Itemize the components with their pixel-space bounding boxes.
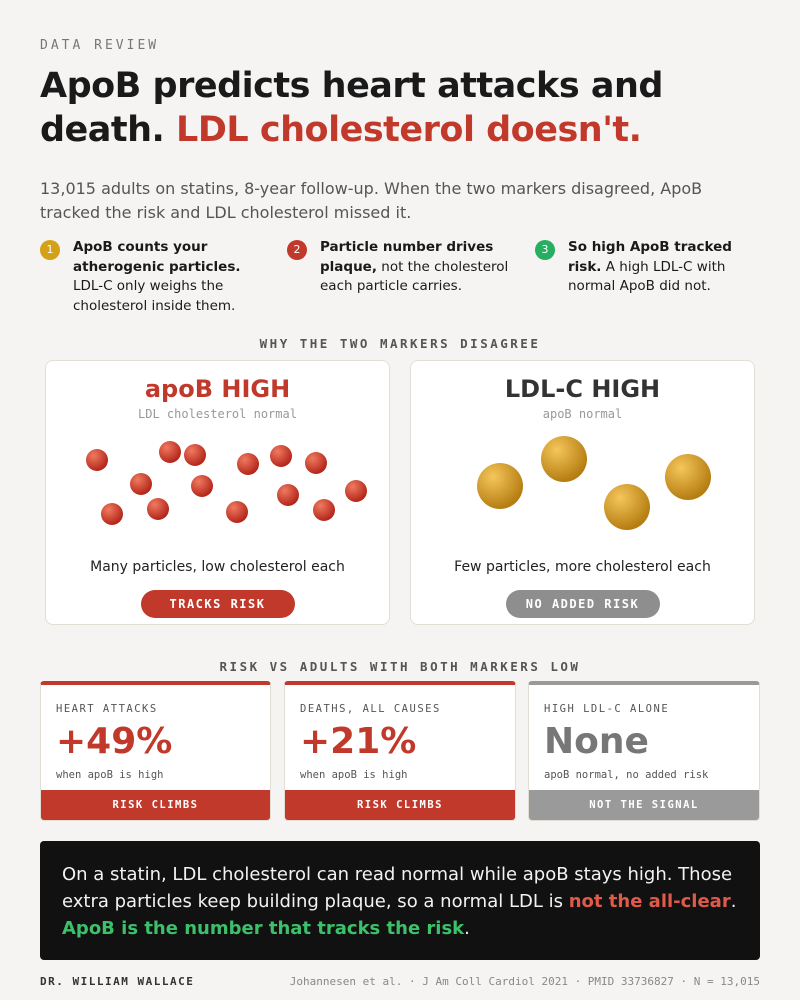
card-label: HEART ATTACKS	[56, 703, 158, 715]
card-note: apoB normal, no added risk	[544, 769, 709, 781]
card-value: +21%	[300, 721, 417, 762]
point-bold: ApoB counts your atherogenic particles.	[73, 239, 241, 275]
point-bold: So high ApoB tracked risk.	[568, 239, 732, 275]
callout-key: ApoB is the number that tracks the risk	[62, 918, 465, 939]
risk-card: HIGH LDL-C ALONE None apoB normal, no ad…	[528, 681, 760, 821]
callout: On a statin, LDL cholesterol can read no…	[40, 841, 760, 960]
panel-title: LDL-C HIGH	[504, 375, 661, 403]
point-text: not the cholesterol each particle carrie…	[320, 258, 509, 295]
card-footer: RISK CLIMBS	[285, 790, 515, 820]
kicker: DATA REVIEW	[40, 38, 160, 53]
card-value: None	[544, 721, 649, 762]
point: 1 ApoB counts your atherogenic particles.…	[40, 238, 265, 316]
card-note: when apoB is high	[300, 769, 408, 781]
point-bold: Particle number drives plaque,	[320, 239, 494, 275]
panel-subtitle: LDL cholesterol normal	[138, 407, 297, 421]
card-label: DEATHS, ALL CAUSES	[300, 703, 441, 715]
title-highlight: LDL cholesterol doesn't.	[176, 110, 642, 150]
section-heading: WHY THE TWO MARKERS DISAGREE	[259, 336, 541, 351]
point-number: 2	[287, 240, 307, 260]
point-number: 1	[40, 240, 60, 260]
panel-subtitle: apoB normal	[542, 407, 623, 421]
card-label: HIGH LDL-C ALONE	[544, 703, 670, 715]
card-footer: RISK CLIMBS	[41, 790, 270, 820]
title: ApoB predicts heart attacks and death. L…	[40, 64, 760, 152]
panel-caption: Few particles, more cholesterol each	[454, 559, 711, 575]
point: 2 Particle number drives plaque, not the …	[287, 238, 512, 297]
section-heading: RISK VS ADULTS WITH BOTH MARKERS LOW	[219, 659, 581, 674]
point-text: A high LDL-C with normal ApoB did not.	[568, 258, 726, 295]
risk-card: DEATHS, ALL CAUSES +21% when apoB is hig…	[284, 681, 516, 821]
panel-title: apoB HIGH	[144, 375, 291, 403]
callout-text: .	[464, 918, 470, 939]
title-main: ApoB predicts heart attacks and death.	[40, 66, 663, 150]
author: DR. WILLIAM WALLACE	[40, 975, 195, 988]
badge: TRACKS RISK	[140, 590, 295, 618]
point-text: LDL-C only weighs the cholesterol inside…	[73, 278, 236, 314]
panel: LDL-C HIGH apoB normal Few particles, mo…	[410, 360, 755, 625]
card-footer: NOT THE SIGNAL	[529, 790, 759, 820]
subtitle: 13,015 adults on statins, 8-year follow-…	[40, 179, 703, 222]
risk-card: HEART ATTACKS +49% when apoB is high RIS…	[40, 681, 271, 821]
point: 3 So high ApoB tracked risk. A high LDL-C…	[535, 238, 760, 297]
card-value: +49%	[56, 721, 173, 762]
citation: Johannesen et al. · J Am Coll Cardiol 20…	[289, 975, 760, 988]
panel-caption: Many particles, low cholesterol each	[90, 559, 345, 575]
card-note: when apoB is high	[56, 769, 164, 781]
badge: NO ADDED RISK	[505, 590, 660, 618]
callout-text: On a statin, LDL cholesterol can read no…	[62, 864, 733, 912]
point-number: 3	[535, 240, 555, 260]
panel: apoB HIGH LDL cholesterol normal Many pa…	[45, 360, 390, 625]
callout-warning: not the all-clear	[568, 891, 731, 912]
callout-text: .	[730, 891, 737, 912]
